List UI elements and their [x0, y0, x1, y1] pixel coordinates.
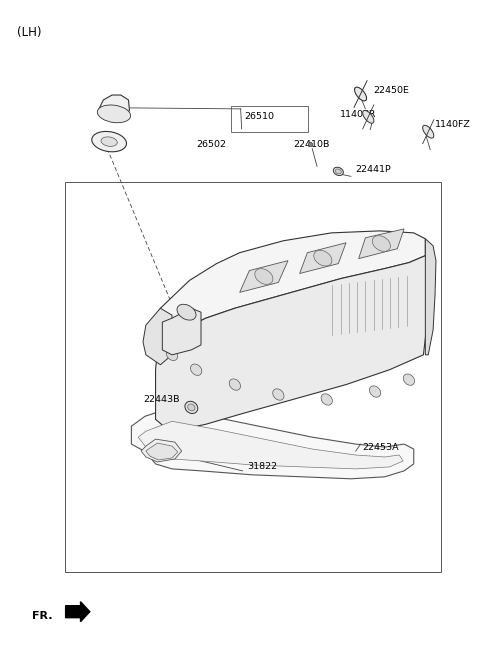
Ellipse shape	[101, 137, 117, 146]
Text: 22441P: 22441P	[356, 165, 392, 174]
Text: 26510: 26510	[244, 112, 275, 121]
Ellipse shape	[185, 401, 198, 413]
Ellipse shape	[188, 404, 195, 411]
Text: 22443B: 22443B	[143, 395, 180, 404]
Ellipse shape	[167, 349, 178, 360]
Text: 1140ER: 1140ER	[340, 110, 377, 119]
Polygon shape	[156, 231, 425, 340]
Text: 31822: 31822	[247, 462, 277, 472]
Polygon shape	[98, 95, 130, 118]
Ellipse shape	[363, 111, 374, 123]
Ellipse shape	[97, 105, 131, 123]
Polygon shape	[138, 421, 403, 469]
Polygon shape	[425, 239, 436, 355]
Ellipse shape	[355, 87, 367, 101]
FancyArrow shape	[66, 602, 90, 621]
Polygon shape	[146, 443, 178, 460]
Polygon shape	[162, 308, 201, 355]
Polygon shape	[359, 229, 404, 258]
Bar	[231, 105, 308, 132]
Text: 22453A: 22453A	[362, 443, 399, 452]
Text: 26502: 26502	[196, 140, 226, 149]
Ellipse shape	[191, 364, 202, 375]
Polygon shape	[240, 260, 288, 293]
Ellipse shape	[273, 389, 284, 400]
Polygon shape	[141, 439, 181, 462]
Polygon shape	[132, 407, 414, 479]
Ellipse shape	[370, 386, 381, 397]
Ellipse shape	[314, 250, 332, 266]
Ellipse shape	[333, 167, 343, 176]
Ellipse shape	[92, 132, 127, 152]
Ellipse shape	[255, 268, 273, 285]
Polygon shape	[300, 243, 346, 274]
Text: 22450E: 22450E	[373, 85, 409, 95]
Ellipse shape	[372, 236, 390, 252]
Ellipse shape	[403, 374, 415, 385]
Ellipse shape	[229, 379, 240, 391]
Ellipse shape	[423, 125, 434, 138]
Polygon shape	[143, 308, 172, 365]
Polygon shape	[156, 256, 428, 429]
Ellipse shape	[321, 394, 332, 405]
Bar	[65, 183, 442, 572]
Text: FR.: FR.	[32, 611, 52, 621]
Ellipse shape	[177, 304, 196, 320]
Ellipse shape	[336, 169, 341, 174]
Text: 1140FZ: 1140FZ	[435, 120, 471, 130]
Text: 22410B: 22410B	[293, 140, 329, 149]
Text: (LH): (LH)	[17, 26, 41, 39]
